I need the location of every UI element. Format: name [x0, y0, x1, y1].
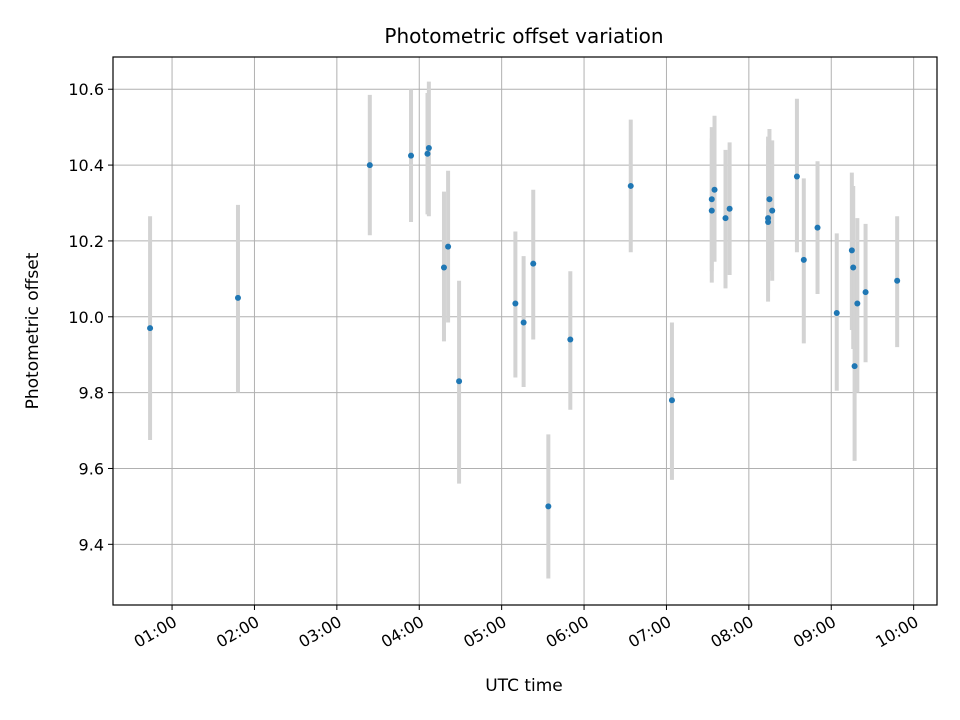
data-point — [894, 277, 901, 284]
data-point — [848, 247, 855, 254]
data-point — [445, 243, 452, 250]
data-point — [708, 207, 715, 214]
data-point — [512, 300, 519, 307]
data-point — [440, 264, 447, 271]
x-tick-label: 04:00 — [378, 612, 427, 652]
data-point — [726, 205, 733, 212]
data-point — [627, 182, 634, 189]
data-point — [862, 289, 869, 296]
data-point — [456, 378, 463, 385]
y-tick-label: 10.6 — [68, 80, 104, 99]
y-tick-label: 10.0 — [68, 308, 104, 327]
y-axis-label: Photometric offset — [23, 252, 43, 409]
data-point — [567, 336, 574, 343]
error-bars — [148, 81, 900, 579]
data-points — [147, 145, 901, 510]
x-tick-label: 09:00 — [790, 612, 839, 652]
data-point — [800, 256, 807, 263]
data-point — [851, 363, 858, 370]
data-point — [793, 173, 800, 180]
data-point — [147, 325, 154, 332]
x-tick-label: 08:00 — [707, 612, 756, 652]
data-point — [408, 152, 415, 159]
x-axis-ticks: 01:00 02:00 03:00 04:00 05:00 06:00 07:00 08:00… — [131, 605, 922, 652]
y-tick-label: 10.2 — [68, 232, 104, 251]
data-point — [708, 196, 715, 203]
data-point — [833, 309, 840, 316]
y-tick-label: 9.8 — [79, 384, 104, 403]
y-tick-label: 9.6 — [79, 459, 104, 478]
x-tick-label: 03:00 — [295, 612, 344, 652]
x-tick-label: 05:00 — [460, 612, 509, 652]
data-point — [425, 145, 432, 152]
data-point — [854, 300, 861, 307]
data-point — [850, 264, 857, 271]
data-point — [722, 215, 729, 222]
x-tick-label: 06:00 — [543, 612, 592, 652]
plot-frame — [112, 56, 938, 606]
y-tick-label: 10.4 — [68, 156, 104, 175]
x-axis-label: UTC time — [485, 676, 563, 696]
data-point — [424, 150, 431, 157]
data-point — [520, 319, 527, 326]
data-point — [765, 218, 772, 225]
x-tick-label: 07:00 — [625, 612, 674, 652]
data-point — [545, 503, 552, 510]
x-tick-label: 01:00 — [131, 612, 180, 652]
data-point — [711, 186, 718, 193]
data-point — [234, 294, 241, 301]
data-point — [366, 162, 373, 169]
data-point — [668, 397, 675, 404]
data-point — [766, 196, 773, 203]
x-tick-label: 02:00 — [213, 612, 262, 652]
y-tick-label: 9.4 — [79, 535, 104, 554]
x-tick-label: 10:00 — [872, 612, 921, 652]
data-point — [769, 207, 776, 214]
chart-title: Photometric offset variation — [384, 24, 663, 48]
data-point — [530, 260, 537, 267]
data-point — [814, 224, 821, 231]
y-axis-ticks: 9.4 9.6 9.8 10.0 10.2 10.4 10.6 — [68, 80, 113, 554]
